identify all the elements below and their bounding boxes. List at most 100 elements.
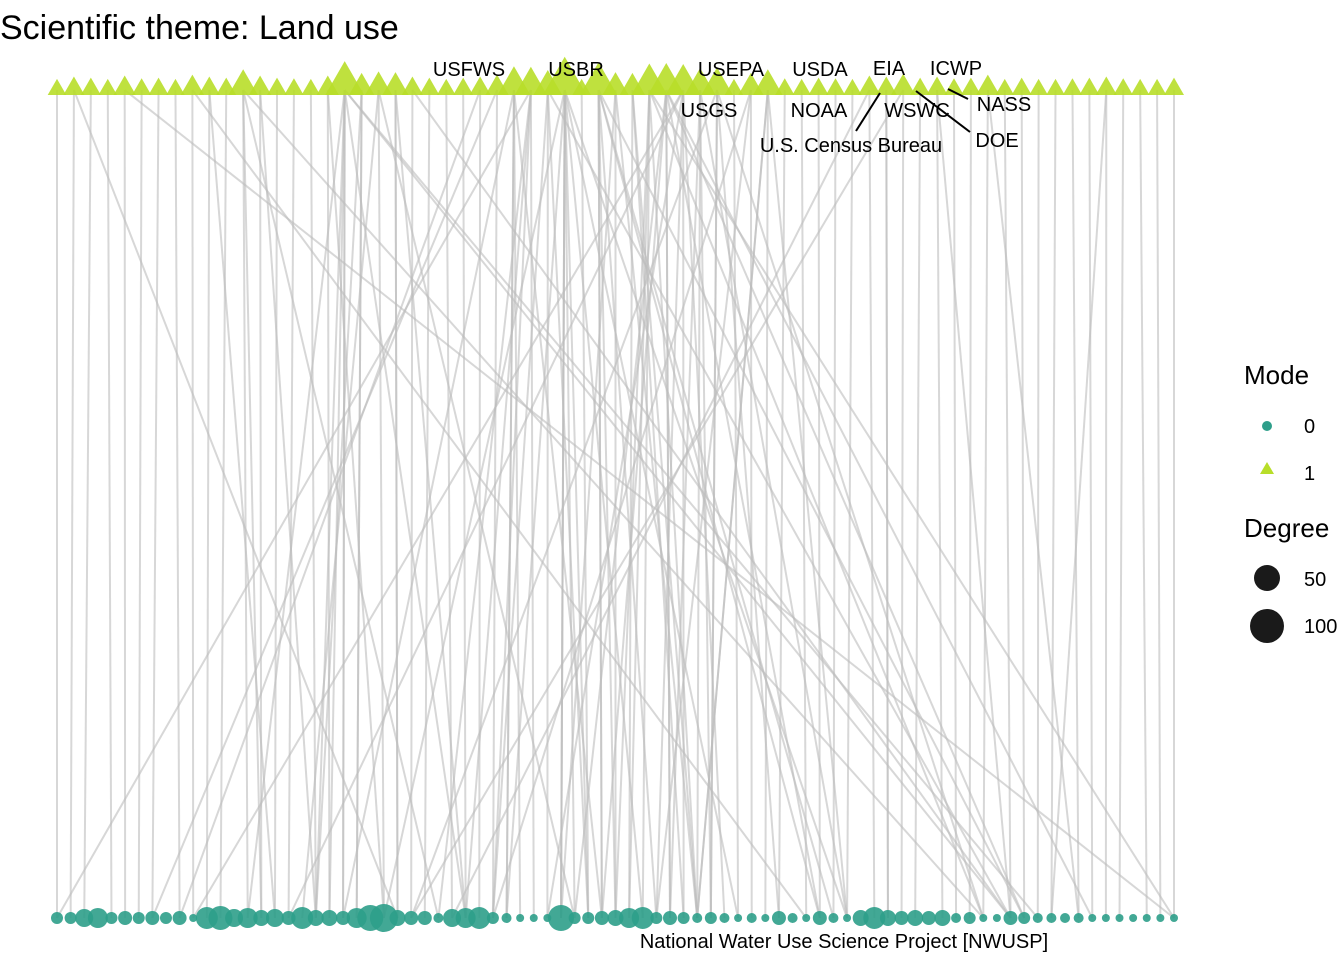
mode0-node-47 [692,913,703,923]
edge-33 [246,89,346,919]
edge-61 [491,89,532,919]
edge-142 [982,89,989,919]
mode0-node-61 [879,910,896,926]
mode1-node-11 [228,69,258,95]
mode1-node-15 [301,78,321,95]
mode0-node-50 [734,914,743,922]
edge-72 [560,89,566,919]
mode0-node-65 [934,910,951,926]
label-wswc: WSWC [884,100,950,122]
edge-18 [242,89,263,919]
edge-15 [242,89,249,919]
mode0-node-74 [1060,913,1071,923]
edge-87 [628,89,634,919]
mode0-nodes-layer [51,904,1178,932]
mode1-node-54 [960,77,981,95]
edge-108 [655,89,685,919]
edge-131 [868,89,876,919]
label-usfws: USFWS [433,59,505,81]
edge-21 [273,89,279,919]
edge-63 [491,89,549,919]
edge-32 [328,89,346,919]
mode0-node-38 [568,912,581,924]
legend-degree-50-label: 50 [1304,569,1326,591]
edge-148 [1071,89,1080,919]
mode0-node-5 [118,911,133,925]
edge-49 [178,89,482,919]
legend-degree-50-swatch [1254,565,1280,591]
mode0-node-78 [1115,914,1124,922]
edge-9 [174,89,181,919]
mode0-node-43 [631,907,654,929]
node-labels: USFWS USBR USEPA USDA EIA ICWP USGS NOAA… [433,58,1048,953]
edge-144 [1003,89,1012,919]
edge-149 [1088,89,1094,919]
mode0-node-72 [1032,913,1043,923]
mode1-nodes-layer [47,56,1184,95]
edge-119 [749,89,753,919]
edge-124 [696,89,769,919]
mode1-node-24 [453,77,474,95]
mode0-node-46 [677,912,690,924]
mode0-node-45 [662,911,677,925]
legend-mode0-swatch [1262,421,1272,431]
mode1-node-56 [995,78,1015,95]
edge-59 [464,89,532,919]
edge-42 [394,89,399,919]
edge-129 [832,89,837,919]
mode0-node-15 [253,910,270,926]
mode1-node-61 [1079,77,1100,95]
mode0-node-28 [433,913,444,923]
edge-79 [597,89,658,919]
edge-12 [205,89,211,919]
mode1-node-7 [166,78,185,95]
mode1-node-33 [602,72,629,95]
edge-80 [597,89,603,919]
edge-126 [777,89,786,919]
edge-91 [648,89,699,919]
mode0-node-24 [369,904,398,932]
mode0-node-10 [189,914,198,922]
label-usbr: USBR [548,59,604,81]
legend-degree-100-swatch [1250,609,1284,643]
mode1-node-53 [944,78,964,95]
mode1-node-40 [724,78,744,95]
mode0-node-57 [828,913,839,923]
edge-28 [342,89,346,919]
edges-layer [56,89,1175,919]
mode0-node-76 [1088,914,1097,922]
mode0-node-32 [486,912,499,924]
legend-degree-title: Degree [1244,513,1329,543]
mode0-node-54 [787,913,798,923]
mode1-node-55 [976,74,1000,95]
edge-145 [1020,89,1026,919]
mode1-node-39 [701,67,733,95]
edge-78 [597,89,821,919]
mode1-node-8 [180,74,205,95]
mode0-node-73 [1046,913,1057,923]
edge-19 [259,89,263,919]
mode0-node-25 [389,910,406,926]
mode1-node-12 [248,75,272,95]
mode1-node-63 [1113,78,1133,95]
edge-154 [1156,89,1162,919]
edge-147 [1050,89,1057,919]
edge-60 [56,89,532,919]
mode1-node-9 [198,76,220,95]
edge-4 [106,89,113,919]
mode0-node-55 [802,914,811,922]
edge-47 [462,89,467,919]
edge-50 [491,89,499,919]
edge-35 [314,89,363,919]
edge-1 [69,89,75,919]
label-nass: NASS [977,94,1031,116]
mode0-node-31 [468,907,491,929]
label-doe: DOE [975,130,1018,152]
mode1-node-50 [890,73,916,95]
mode1-node-46 [825,78,846,95]
mode1-node-18 [348,72,375,95]
mode0-node-70 [1003,911,1018,925]
mode1-node-6 [148,77,169,95]
edge-117 [716,89,780,919]
edge-98 [573,89,668,919]
